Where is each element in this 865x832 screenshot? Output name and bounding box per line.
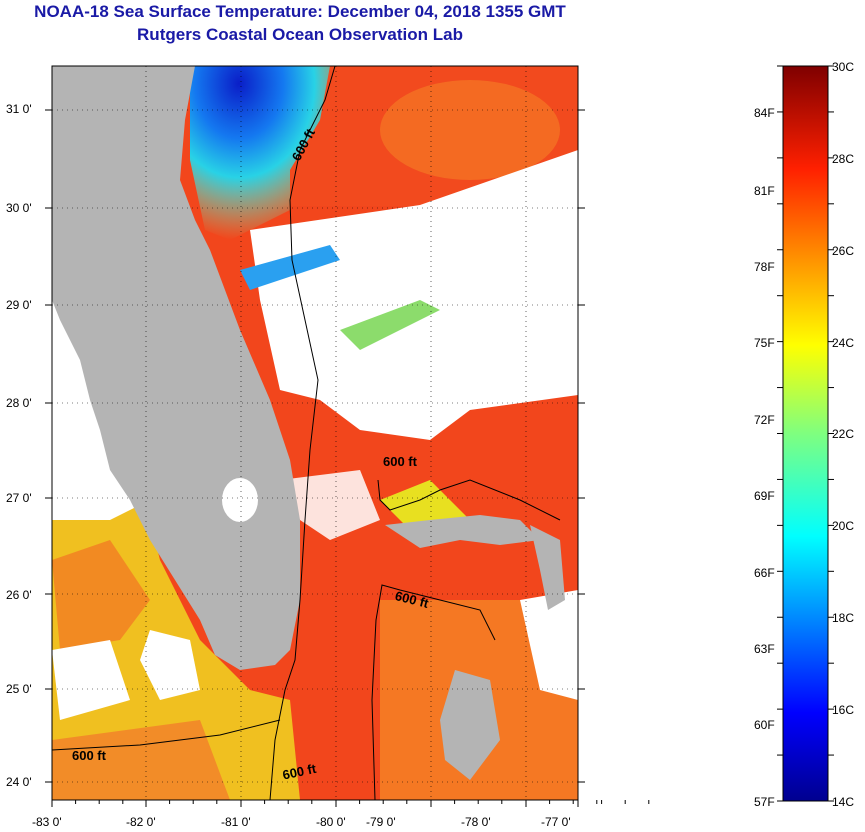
colorbar-f-label: 57F <box>754 795 775 809</box>
colorbar-f-label: 66F <box>754 566 775 580</box>
lake-okeechobee <box>222 478 258 522</box>
lat-label: 25 0' <box>6 682 32 696</box>
lon-label: -80 0' <box>316 815 346 829</box>
lon-label: -78 0' <box>461 815 491 829</box>
colorbar-f-label: 60F <box>754 718 775 732</box>
lon-label: -77 0' <box>541 815 571 829</box>
colorbar-c-label: 14C <box>832 795 855 809</box>
lat-label: 26 0' <box>6 588 32 602</box>
isobath-600ft-bahamas <box>377 479 561 521</box>
colorbar-f-label: 78F <box>754 260 775 274</box>
colorbar-f-label: 69F <box>754 489 775 503</box>
isobath-600ft-south <box>51 719 281 751</box>
lat-label: 28 0' <box>6 396 32 410</box>
lon-label: -83 0' <box>32 815 62 829</box>
bahamas-land-grand <box>385 515 540 548</box>
bahamas-land-abaco <box>530 525 565 610</box>
lon-label: -79 0' <box>366 815 396 829</box>
axis-ticks <box>45 109 650 807</box>
lat-label: 27 0' <box>6 491 32 505</box>
map-frame <box>51 65 579 801</box>
lon-label: -81 0' <box>221 815 251 829</box>
map-subtitle: Rutgers Coastal Ocean Observation Lab <box>137 25 463 44</box>
contour-label-5: 600 ft <box>281 761 318 783</box>
colorbar-c-label: 24C <box>832 336 855 350</box>
lat-label: 29 0' <box>6 298 32 312</box>
colorbar-c-label: 30C <box>832 60 855 74</box>
cold-water-region <box>190 66 330 240</box>
colorbar-f-label: 84F <box>754 106 775 120</box>
lat-label: 30 0' <box>6 201 32 215</box>
colorbar-c-label: 28C <box>832 152 855 166</box>
colorbar-c-label: 22C <box>832 427 855 441</box>
bahamas-land-andros <box>440 670 500 780</box>
cloud-cover <box>250 150 578 440</box>
isobath-600ft-east <box>269 65 336 801</box>
lon-label: -82 0' <box>126 815 156 829</box>
colorbar-f-label: 63F <box>754 642 775 656</box>
colorbar-c-label: 18C <box>832 611 855 625</box>
isobath-600ft-cay <box>371 584 496 801</box>
lat-label: 24 0' <box>6 775 32 789</box>
colorbar-f-label: 75F <box>754 336 775 350</box>
contour-label-2: 600 ft <box>383 454 418 469</box>
lat-label: 31 0' <box>6 102 32 116</box>
colorbar-c-label: 16C <box>832 703 855 717</box>
map-title: NOAA-18 Sea Surface Temperature: Decembe… <box>34 2 566 21</box>
colorbar-f-label: 81F <box>754 184 775 198</box>
contour-label-4: 600 ft <box>72 748 107 763</box>
colorbar-ticks <box>777 65 834 802</box>
colorbar-c-label: 20C <box>832 519 855 533</box>
colorbar-f-label: 72F <box>754 413 775 427</box>
colorbar <box>782 65 829 802</box>
colorbar-c-label: 26C <box>832 244 855 258</box>
